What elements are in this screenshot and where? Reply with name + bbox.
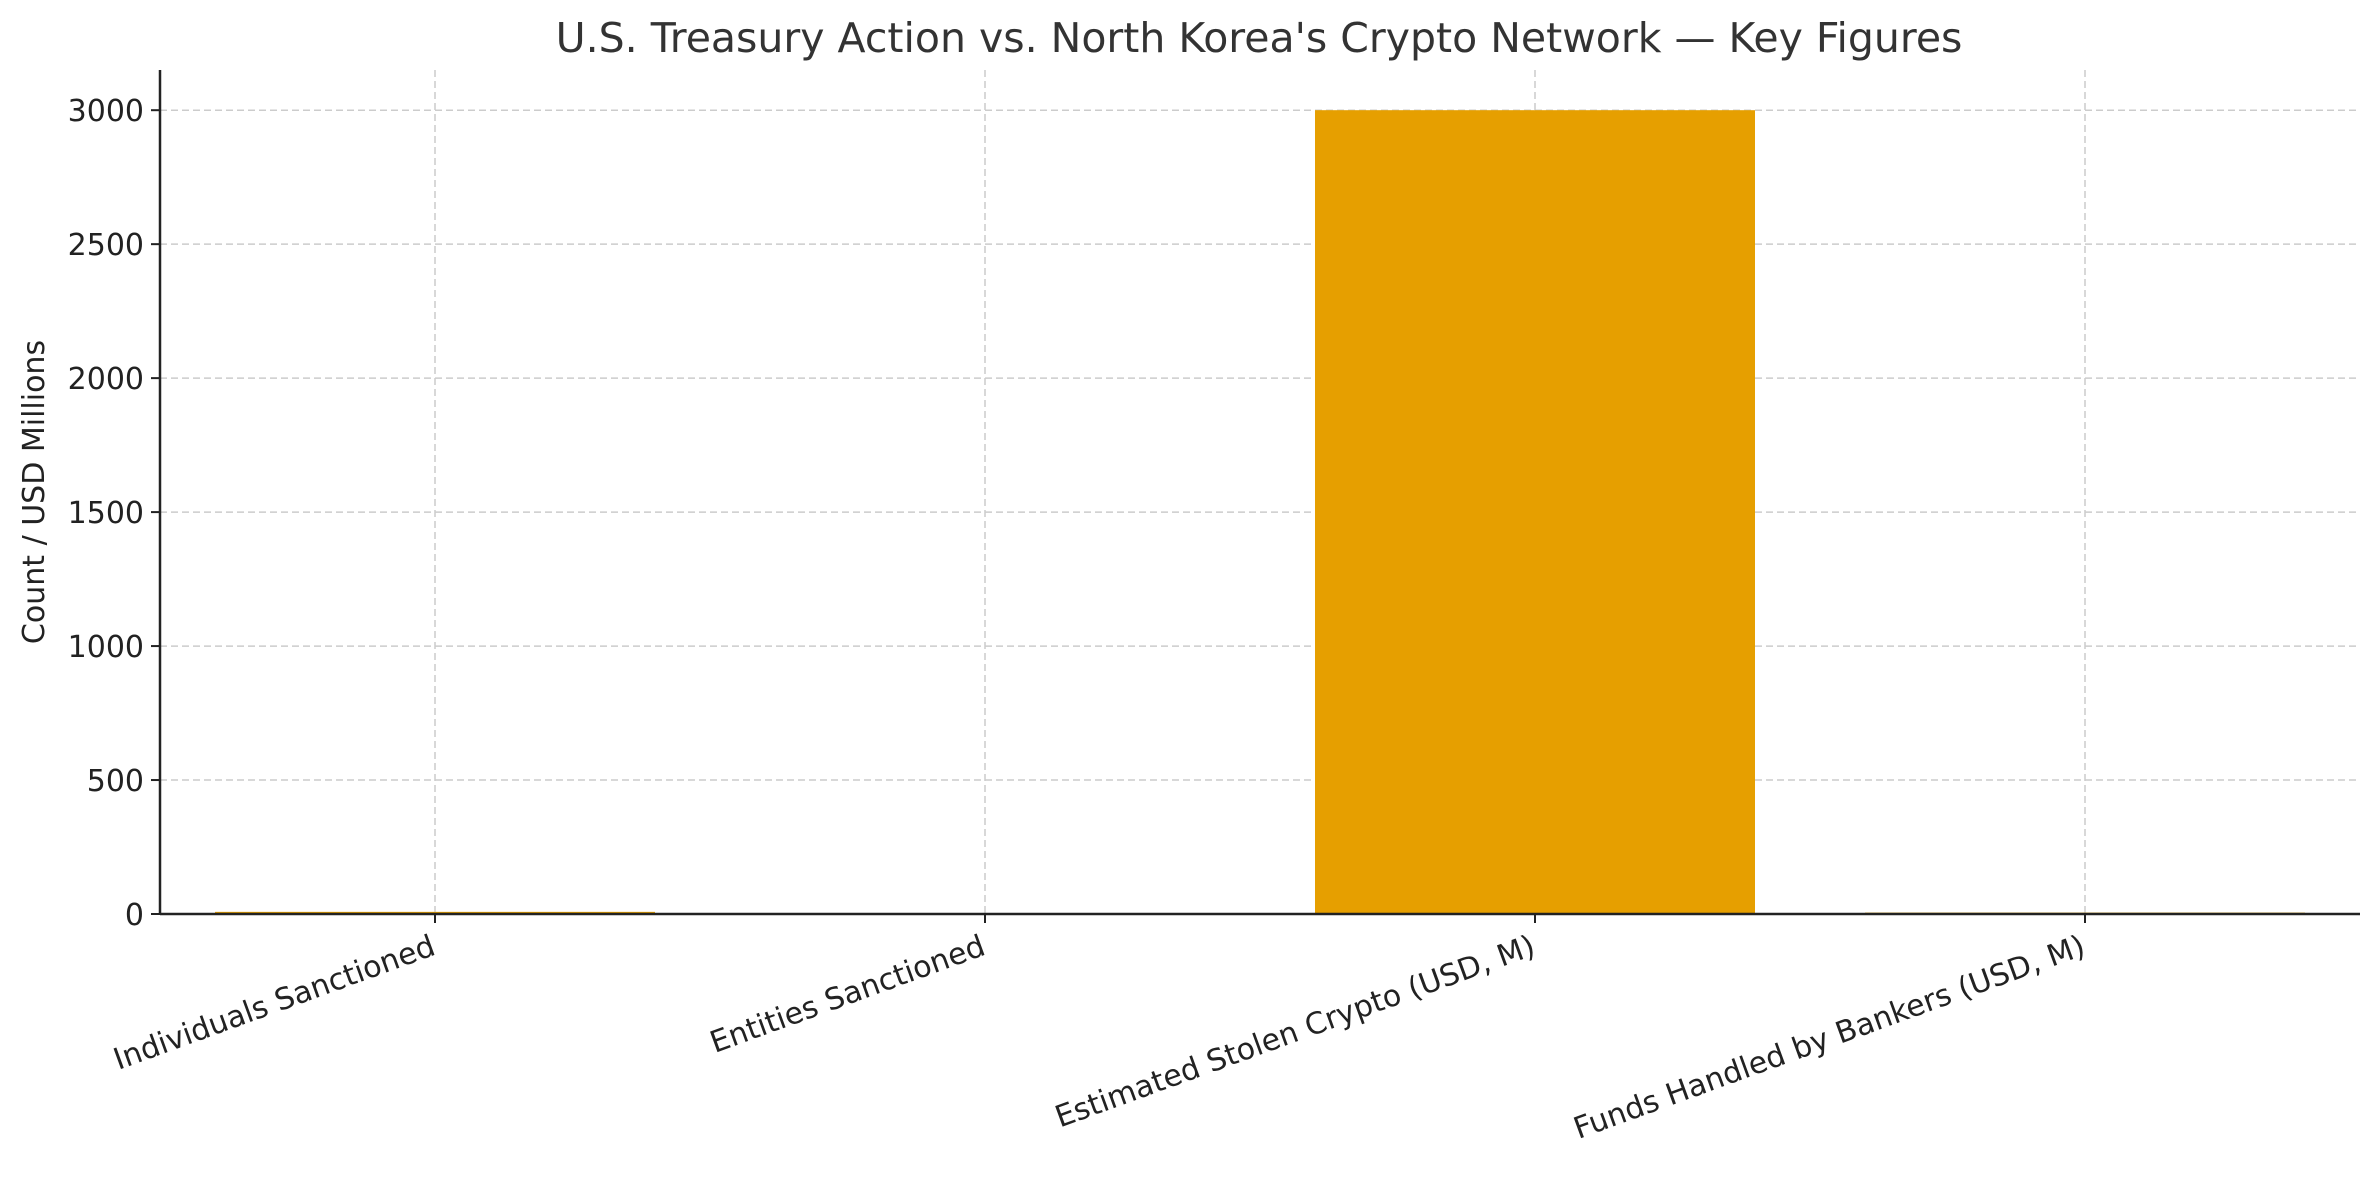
bar: [1315, 110, 1755, 914]
x-tick-label: Individuals Sanctioned: [109, 929, 440, 1078]
y-tick-label: 1500: [68, 496, 144, 531]
y-tick-label: 1000: [68, 630, 144, 665]
y-tick-label: 0: [125, 898, 144, 933]
bars-layer: [215, 110, 2305, 914]
x-tick-label: Funds Handled by Bankers (USD, M): [1569, 929, 2090, 1147]
y-axis-label: Count / USD Millions: [17, 340, 52, 644]
y-tick-label: 500: [87, 764, 144, 799]
y-tick-label: 3000: [68, 94, 144, 129]
grid-layer: [160, 70, 2360, 914]
x-tick-label: Estimated Stolen Crypto (USD, M): [1051, 929, 1540, 1136]
axes-layer: [158, 70, 2360, 916]
chart-title: U.S. Treasury Action vs. North Korea's C…: [556, 14, 1963, 62]
ticks-layer: 0 500 1000 1500 2000 2500 3000 Individuals Sanc…: [68, 94, 2090, 1146]
x-tick-label: Entities Sanctioned: [706, 929, 990, 1061]
y-tick-label: 2500: [68, 228, 144, 263]
y-tick-label: 2000: [68, 362, 144, 397]
